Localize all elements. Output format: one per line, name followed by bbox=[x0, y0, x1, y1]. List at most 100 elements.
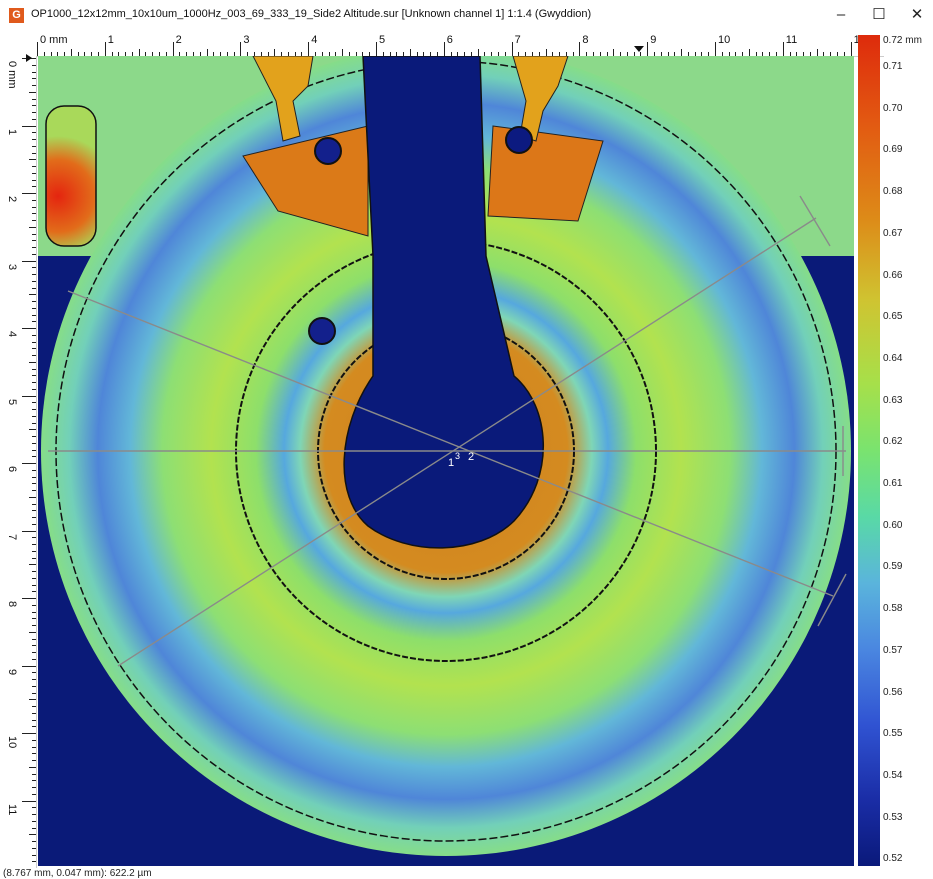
ruler-tick bbox=[32, 348, 36, 350]
color-scale-max-label: 0.72 mm bbox=[883, 35, 922, 46]
ruler-tick bbox=[22, 125, 36, 127]
ruler-tick bbox=[32, 253, 36, 255]
false-color-scale bbox=[858, 35, 880, 866]
vertical-ruler-label: 9 bbox=[6, 668, 18, 675]
color-scale-label: 0.67 bbox=[883, 227, 903, 239]
ruler-tick bbox=[29, 766, 36, 768]
color-scale-label: 0.71 bbox=[883, 61, 903, 72]
status-bar: (8.767 mm, 0.047 mm): 622.2 µm bbox=[0, 868, 933, 879]
ruler-tick bbox=[32, 503, 36, 505]
ruler-tick bbox=[32, 618, 36, 620]
ruler-tick bbox=[396, 52, 398, 56]
ruler-tick bbox=[837, 52, 839, 56]
via-hole bbox=[505, 126, 533, 154]
profile-line-3[interactable] bbox=[117, 217, 817, 667]
color-scale-label: 0.69 bbox=[883, 144, 903, 156]
ruler-tick bbox=[29, 631, 36, 633]
horizontal-ruler-label: 9 bbox=[650, 34, 657, 46]
ruler-tick bbox=[32, 247, 36, 248]
ruler-tick bbox=[32, 510, 36, 512]
ruler-tick bbox=[32, 145, 36, 147]
ruler-tick bbox=[369, 52, 371, 56]
ruler-tick bbox=[592, 52, 594, 56]
ruler-tick bbox=[32, 105, 36, 107]
ruler-tick bbox=[32, 807, 36, 809]
vertical-ruler-label: 5 bbox=[6, 398, 18, 405]
ruler-tick bbox=[294, 52, 296, 56]
ruler-tick bbox=[647, 42, 649, 56]
profile-lines[interactable] bbox=[48, 195, 847, 667]
ruler-tick bbox=[152, 52, 154, 56]
height-map-view[interactable]: 1 3 2 bbox=[38, 56, 854, 866]
ruler-tick bbox=[267, 52, 269, 56]
ruler-tick bbox=[32, 847, 36, 849]
ruler-tick bbox=[653, 52, 655, 56]
ruler-tick bbox=[559, 52, 561, 56]
ruler-tick bbox=[22, 598, 36, 599]
ruler-tick bbox=[782, 42, 784, 56]
ruler-tick bbox=[32, 139, 36, 140]
ruler-tick bbox=[131, 52, 133, 56]
maximize-button[interactable]: ☐ bbox=[872, 6, 886, 23]
ruler-tick bbox=[545, 49, 547, 56]
ruler-tick bbox=[518, 52, 520, 56]
ruler-tick bbox=[32, 591, 36, 593]
ruler-tick bbox=[843, 52, 845, 56]
close-button[interactable]: ✕ bbox=[910, 6, 924, 23]
ruler-tick bbox=[613, 49, 615, 56]
color-scale-label: 0.65 bbox=[883, 311, 903, 323]
ruler-tick bbox=[22, 665, 36, 667]
ruler-tick bbox=[84, 52, 86, 56]
ruler-tick bbox=[32, 280, 36, 282]
ruler-tick bbox=[572, 52, 574, 56]
ruler-tick bbox=[104, 42, 106, 56]
ruler-tick bbox=[32, 274, 36, 275]
ruler-tick bbox=[32, 476, 36, 478]
color-scale-label: 0.66 bbox=[883, 269, 903, 281]
ruler-tick bbox=[308, 42, 310, 56]
horizontal-ruler-label: 3 bbox=[243, 34, 250, 46]
ruler-tick bbox=[32, 409, 36, 410]
ruler-tick bbox=[29, 294, 36, 296]
ruler-tick bbox=[32, 166, 36, 167]
ruler-tick bbox=[32, 213, 36, 215]
color-scale-label: 0.64 bbox=[883, 352, 903, 364]
ruler-tick bbox=[50, 52, 52, 56]
color-scale-label: 0.52 bbox=[883, 853, 903, 865]
ruler-tick bbox=[22, 530, 36, 532]
ruler-tick bbox=[599, 52, 601, 56]
ruler-tick bbox=[32, 355, 36, 356]
ruler-tick bbox=[32, 490, 36, 491]
ruler-tick bbox=[430, 52, 432, 56]
ruler-tick bbox=[32, 706, 36, 707]
ruler-tick bbox=[742, 52, 744, 56]
horizontal-ruler-label: 11 bbox=[785, 34, 798, 46]
ruler-tick bbox=[32, 746, 36, 748]
ruler-tick bbox=[192, 52, 194, 56]
ruler-tick bbox=[681, 49, 683, 56]
ruler-tick bbox=[32, 240, 36, 242]
vertical-ruler-label: 3 bbox=[6, 263, 18, 270]
ruler-tick bbox=[281, 52, 283, 56]
ruler-tick bbox=[32, 402, 36, 404]
profile-line-2-end-cap bbox=[817, 573, 847, 627]
ruler-tick bbox=[32, 314, 36, 316]
profile-line-2[interactable] bbox=[67, 290, 834, 597]
ruler-tick bbox=[32, 692, 36, 694]
ruler-tick bbox=[789, 52, 791, 56]
ruler-tick bbox=[29, 496, 36, 498]
ruler-tick bbox=[179, 52, 181, 56]
ruler-tick bbox=[335, 52, 337, 56]
ruler-tick bbox=[633, 52, 635, 56]
profile-label-1: 1 bbox=[448, 457, 454, 469]
ruler-tick bbox=[186, 52, 188, 56]
ruler-tick bbox=[233, 52, 235, 56]
ruler-tick bbox=[32, 827, 36, 829]
ruler-tick bbox=[511, 42, 513, 56]
ruler-tick bbox=[626, 52, 628, 56]
height-map-image: 1 3 2 bbox=[38, 56, 854, 866]
ruler-tick bbox=[762, 52, 764, 56]
minimize-button[interactable]: – bbox=[836, 6, 846, 23]
ruler-tick bbox=[850, 42, 852, 56]
ruler-tick bbox=[525, 52, 527, 56]
